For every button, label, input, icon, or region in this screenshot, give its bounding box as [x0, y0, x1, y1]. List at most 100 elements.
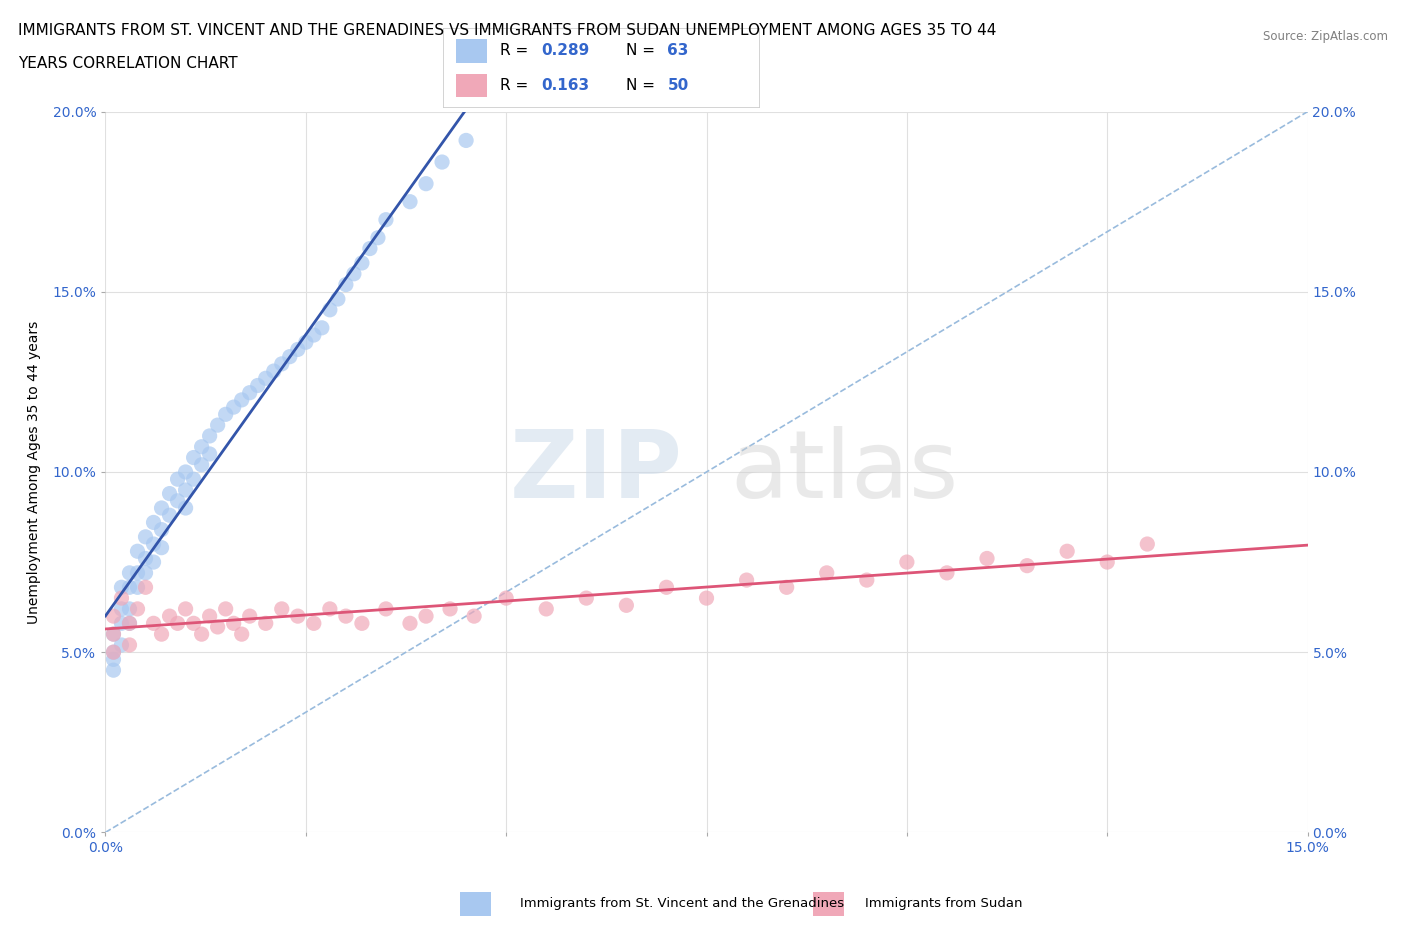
- Point: [335, 277, 357, 292]
- Point: [976, 551, 998, 565]
- Point: [319, 302, 342, 317]
- Y-axis label: Unemployment Among Ages 35 to 44 years: Unemployment Among Ages 35 to 44 years: [28, 320, 41, 624]
- Point: [135, 551, 157, 565]
- Point: [127, 565, 149, 580]
- Point: [174, 465, 197, 480]
- Point: [103, 609, 125, 624]
- Point: [110, 616, 132, 631]
- Point: [399, 194, 422, 209]
- Text: Source: ZipAtlas.com: Source: ZipAtlas.com: [1263, 30, 1388, 43]
- Point: [135, 580, 157, 595]
- Point: [127, 602, 149, 617]
- Point: [150, 540, 173, 555]
- Point: [142, 537, 165, 551]
- Point: [142, 554, 165, 569]
- Point: [214, 407, 236, 422]
- Point: [118, 565, 141, 580]
- Point: [350, 616, 373, 631]
- Point: [254, 616, 277, 631]
- Point: [110, 638, 132, 653]
- Text: N =: N =: [627, 44, 661, 59]
- Point: [118, 638, 141, 653]
- Point: [896, 554, 918, 569]
- Point: [183, 450, 205, 465]
- Point: [118, 602, 141, 617]
- Point: [110, 580, 132, 595]
- Point: [110, 602, 132, 617]
- Point: [1056, 544, 1078, 559]
- Point: [150, 627, 173, 642]
- Point: [311, 320, 333, 336]
- Point: [696, 591, 718, 605]
- Text: atlas: atlas: [731, 426, 959, 518]
- Point: [103, 627, 125, 642]
- Point: [150, 500, 173, 515]
- Point: [655, 580, 678, 595]
- Point: [463, 609, 485, 624]
- Point: [287, 609, 309, 624]
- Point: [103, 652, 125, 667]
- Point: [246, 379, 269, 393]
- Point: [287, 342, 309, 357]
- Point: [103, 644, 125, 659]
- Point: [367, 231, 389, 246]
- Point: [127, 544, 149, 559]
- Point: [103, 627, 125, 642]
- Point: [815, 565, 838, 580]
- Text: Immigrants from Sudan: Immigrants from Sudan: [865, 897, 1022, 910]
- Point: [166, 494, 188, 509]
- Point: [103, 644, 125, 659]
- Text: YEARS CORRELATION CHART: YEARS CORRELATION CHART: [18, 56, 238, 71]
- Point: [110, 591, 132, 605]
- Point: [214, 602, 236, 617]
- Point: [118, 580, 141, 595]
- Point: [350, 256, 373, 271]
- Point: [174, 500, 197, 515]
- Point: [231, 392, 253, 407]
- Point: [319, 602, 342, 617]
- Point: [166, 616, 188, 631]
- Point: [575, 591, 598, 605]
- Text: ZIP: ZIP: [509, 426, 682, 518]
- Point: [231, 627, 253, 642]
- Point: [103, 663, 125, 678]
- Point: [399, 616, 422, 631]
- Text: Immigrants from St. Vincent and the Grenadines: Immigrants from St. Vincent and the Gren…: [520, 897, 845, 910]
- Point: [278, 350, 301, 365]
- Point: [534, 602, 557, 617]
- Point: [1097, 554, 1119, 569]
- Bar: [456, 73, 486, 98]
- Text: 50: 50: [668, 78, 689, 93]
- Point: [616, 598, 638, 613]
- Point: [207, 619, 229, 634]
- Text: R =: R =: [501, 44, 533, 59]
- Point: [454, 133, 477, 148]
- Point: [135, 529, 157, 544]
- Point: [415, 177, 437, 192]
- Point: [183, 472, 205, 486]
- Point: [776, 580, 799, 595]
- Text: 0.289: 0.289: [541, 44, 589, 59]
- Point: [222, 616, 245, 631]
- Point: [174, 483, 197, 498]
- Point: [239, 385, 262, 400]
- Point: [118, 616, 141, 631]
- Point: [415, 609, 437, 624]
- Point: [735, 573, 758, 588]
- Point: [374, 602, 398, 617]
- Point: [302, 327, 325, 342]
- Point: [142, 616, 165, 631]
- Point: [142, 515, 165, 530]
- Point: [150, 523, 173, 538]
- Point: [190, 458, 212, 472]
- Text: IMMIGRANTS FROM ST. VINCENT AND THE GRENADINES VS IMMIGRANTS FROM SUDAN UNEMPLOY: IMMIGRANTS FROM ST. VINCENT AND THE GREN…: [18, 23, 997, 38]
- Point: [222, 400, 245, 415]
- Text: 63: 63: [668, 44, 689, 59]
- Point: [1017, 558, 1039, 573]
- Point: [495, 591, 517, 605]
- Point: [198, 609, 221, 624]
- Point: [207, 418, 229, 432]
- Point: [190, 627, 212, 642]
- Point: [270, 602, 292, 617]
- Point: [374, 212, 398, 227]
